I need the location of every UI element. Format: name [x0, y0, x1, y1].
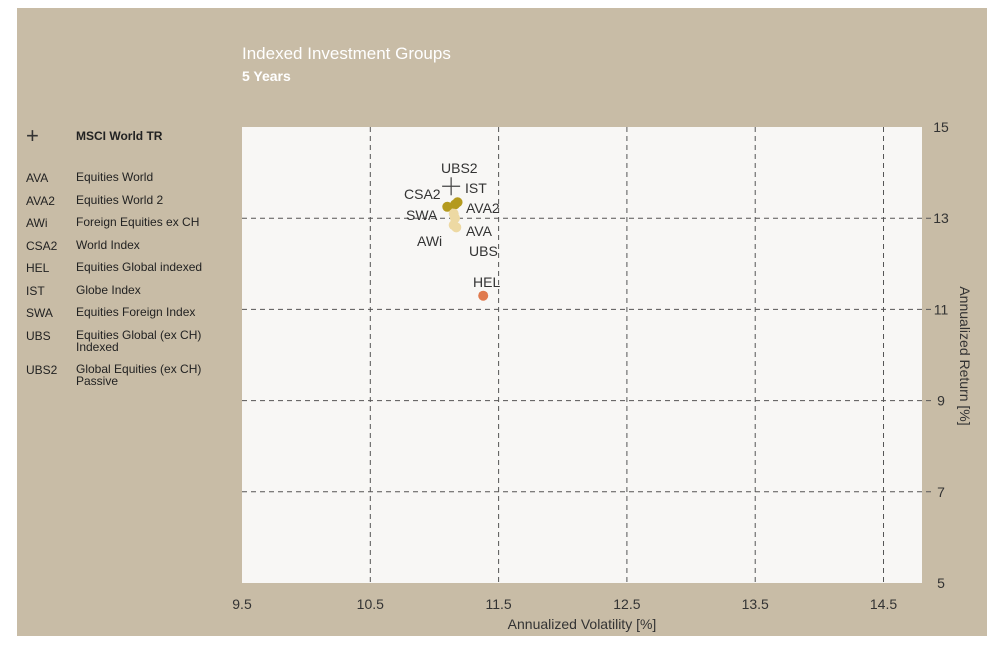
legend-name: Equities Foreign Index [76, 305, 196, 319]
point-label: IST [465, 180, 487, 196]
data-point [451, 222, 462, 233]
legend-name: Equities Global indexed [76, 260, 203, 274]
x-tick-label: 11.5 [485, 596, 511, 612]
legend-item: AVA Equities World [26, 171, 236, 194]
x-axis-title: Annualized Volatility [%] [508, 616, 657, 632]
y-tick-label: 5 [937, 575, 945, 591]
x-tick-label: 12.5 [613, 596, 640, 612]
point-label: CSA2 [404, 186, 441, 202]
legend-name: Global Equities (ex CH) Passive [76, 361, 202, 388]
legend-item: CSA2 World Index [26, 239, 236, 262]
legend-benchmark: + MSCI World TR [26, 125, 236, 149]
y-tick-label: 11 [934, 301, 949, 317]
plot-area [242, 127, 922, 583]
legend-code: CSA2 [26, 238, 58, 253]
legend-item: HEL Equities Global indexed [26, 261, 236, 284]
legend-item: IST Globe Index [26, 284, 236, 307]
data-point [442, 201, 453, 212]
legend-code: UBS [26, 328, 51, 343]
legend-item: SWA Equities Foreign Index [26, 306, 236, 329]
chart-subtitle: 5 Years [242, 68, 291, 84]
point-label: HEL [473, 274, 500, 290]
data-point [478, 290, 489, 301]
legend-name: World Index [76, 237, 140, 252]
legend-name: Globe Index [76, 282, 141, 297]
legend: + MSCI World TR AVA Equities World AVA2 … [26, 125, 236, 397]
legend-name: Equities World 2 [76, 192, 164, 207]
legend-item: AVA2 Equities World 2 [26, 194, 236, 217]
legend-code: AVA2 [26, 193, 55, 208]
legend-name: Equities World [76, 170, 154, 184]
y-tick-label: 9 [937, 393, 945, 409]
legend-name: Foreign Equities ex CH [76, 215, 200, 229]
x-tick-label: 10.5 [357, 596, 384, 612]
data-point [452, 197, 463, 208]
legend-code: UBS2 [26, 362, 58, 377]
legend-code: IST [26, 283, 45, 298]
point-label: AVA2 [466, 200, 500, 216]
legend-item: UBS2 Global Equities (ex CH) Passive [26, 363, 236, 397]
y-tick-label: 13 [933, 210, 949, 226]
y-tick-label: 15 [933, 119, 949, 135]
x-tick-label: 14.5 [870, 596, 897, 612]
point-label: AVA [466, 223, 493, 239]
point-label: SWA [406, 207, 438, 223]
legend-code: AWi [26, 216, 48, 230]
y-axis-title: Annualized Return [%] [957, 286, 973, 425]
plus-icon: + [26, 123, 39, 148]
x-tick-label: 13.5 [742, 596, 769, 612]
legend-item: AWi Foreign Equities ex CH [26, 216, 236, 239]
chart-title: Indexed Investment Groups [242, 44, 451, 63]
legend-item: UBS Equities Global (ex CH) Indexed [26, 329, 236, 363]
point-label: AWi [417, 233, 442, 249]
legend-code: HEL [26, 261, 50, 275]
point-label: UBS [469, 243, 498, 259]
legend-code: AVA [26, 171, 49, 185]
legend-name: Equities Global (ex CH) Indexed [76, 327, 202, 354]
x-tick-label: 9.5 [232, 596, 252, 612]
legend-code: SWA [26, 306, 53, 320]
y-tick-label: 7 [937, 484, 945, 500]
legend-benchmark-label: MSCI World TR [76, 129, 163, 143]
point-label: UBS2 [441, 160, 478, 176]
